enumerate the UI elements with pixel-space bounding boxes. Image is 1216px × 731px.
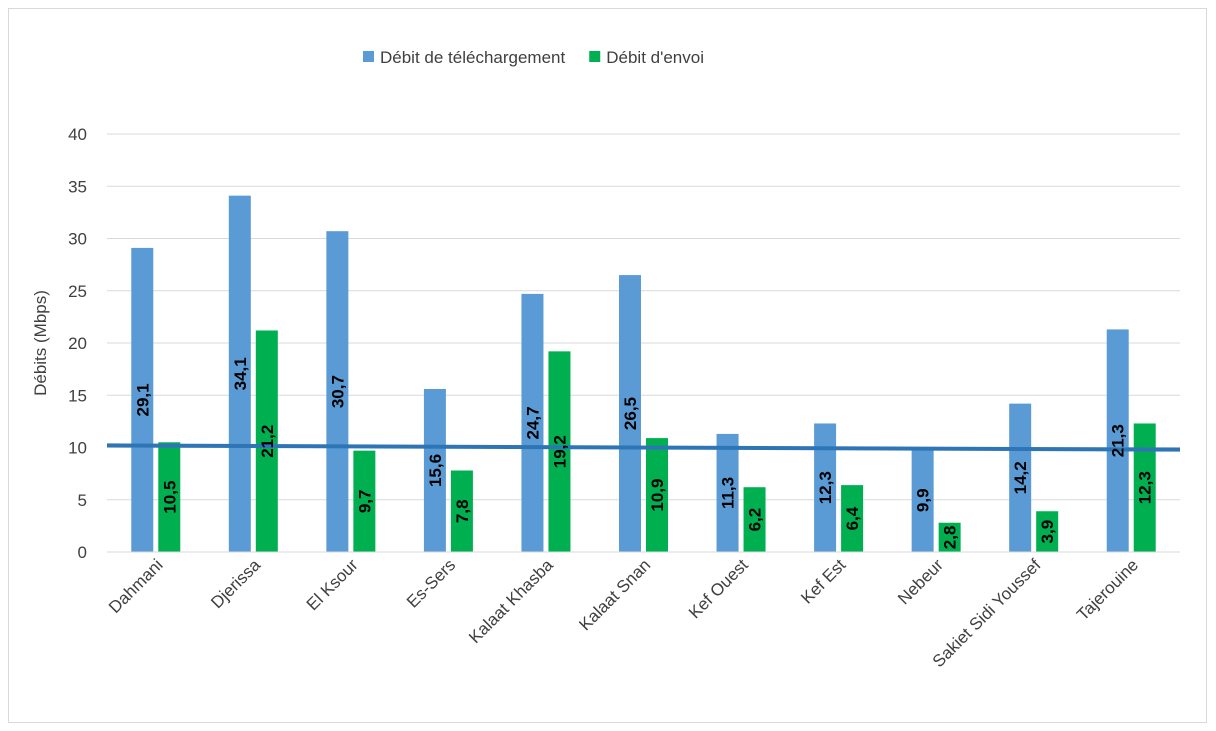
data-label: 34,1 bbox=[231, 357, 250, 390]
y-tick-label: 10 bbox=[68, 439, 87, 458]
download-bar bbox=[423, 388, 446, 552]
data-label: 12,3 bbox=[1136, 471, 1155, 504]
data-label: 26,5 bbox=[621, 397, 640, 430]
x-axis-labels: Dahmani Djerissa El Ksour Es-Sers Kalaat Kha… bbox=[105, 555, 1142, 671]
data-label: 6,2 bbox=[746, 508, 765, 532]
x-tick-label: Sakiet Sidi Youssef bbox=[929, 555, 1045, 671]
data-label: 11,3 bbox=[719, 477, 738, 509]
upload-bar bbox=[646, 438, 668, 552]
download-bar bbox=[619, 275, 641, 552]
y-axis-label: Débits (Mbps) bbox=[31, 290, 50, 396]
data-label: 10,9 bbox=[648, 479, 667, 512]
data-label: 24,7 bbox=[523, 406, 542, 439]
y-tick-label: 5 bbox=[78, 491, 87, 510]
legend-label: Débit d'envoi bbox=[606, 48, 704, 67]
download-bar bbox=[911, 448, 934, 552]
data-labels: 29,1 10,5 34,1 21,2 30,7 9,7 15,6 7,8 24,7 19,2 26… bbox=[133, 357, 1154, 549]
upload-bar bbox=[938, 522, 961, 552]
x-tick-label: Tajerouine bbox=[1073, 555, 1142, 624]
legend: Débit de téléchargement Débit d'envoi bbox=[363, 48, 704, 67]
upload-bar bbox=[548, 351, 571, 552]
y-tick-label: 25 bbox=[68, 282, 87, 301]
data-label: 12,3 bbox=[816, 471, 835, 504]
data-label: 19,2 bbox=[550, 435, 569, 468]
y-tick-label: 0 bbox=[78, 543, 87, 562]
upload-bar bbox=[841, 485, 864, 552]
x-tick-label: Kalaat Snan bbox=[575, 555, 654, 634]
download-bar bbox=[1106, 329, 1129, 552]
chart-frame bbox=[8, 8, 1207, 723]
data-label: 6,4 bbox=[843, 506, 862, 530]
y-tick-label: 20 bbox=[68, 334, 87, 353]
data-label: 29,1 bbox=[133, 383, 152, 416]
y-tick-label: 40 bbox=[68, 125, 87, 144]
data-label: 9,7 bbox=[355, 489, 374, 513]
data-label: 21,2 bbox=[258, 425, 277, 458]
data-label: 15,6 bbox=[426, 454, 445, 487]
x-tick-label: Kalaat Khasba bbox=[465, 555, 557, 647]
legend-label: Débit de téléchargement bbox=[380, 48, 566, 67]
x-tick-label: Kef Est bbox=[797, 555, 849, 607]
legend-swatch-upload bbox=[589, 51, 601, 62]
upload-bar bbox=[450, 470, 473, 552]
download-bar bbox=[228, 195, 251, 552]
upload-bar bbox=[158, 442, 181, 552]
data-label: 14,2 bbox=[1011, 461, 1030, 494]
reference-line bbox=[106, 443, 1181, 452]
data-label: 3,9 bbox=[1038, 520, 1057, 544]
data-label: 2,8 bbox=[941, 526, 960, 550]
upload-bar bbox=[1133, 423, 1156, 552]
upload-bar bbox=[353, 450, 376, 552]
upload-bar bbox=[255, 330, 278, 552]
x-tick-label: Nebeur bbox=[894, 555, 947, 608]
upload-bar bbox=[1036, 511, 1059, 552]
download-bar bbox=[521, 293, 544, 552]
upload-bar bbox=[743, 487, 766, 552]
data-label: 10,5 bbox=[160, 481, 179, 514]
download-bar bbox=[814, 423, 837, 552]
download-bar bbox=[326, 231, 349, 552]
data-label: 21,3 bbox=[1109, 424, 1128, 457]
data-label: 30,7 bbox=[328, 375, 347, 408]
download-bar bbox=[131, 247, 154, 552]
legend-swatch-download bbox=[363, 51, 374, 62]
x-tick-label: Dahmani bbox=[105, 555, 167, 617]
y-tick-label: 30 bbox=[68, 230, 87, 249]
y-tick-label: 15 bbox=[68, 386, 87, 405]
data-label: 9,9 bbox=[914, 488, 933, 512]
x-tick-label: Kef Ouest bbox=[685, 555, 752, 622]
y-axis-ticks: 0 5 10 15 20 25 30 35 40 bbox=[68, 125, 87, 562]
y-tick-label: 35 bbox=[68, 177, 87, 196]
bars bbox=[131, 195, 1156, 552]
download-bar bbox=[716, 433, 739, 552]
download-bar bbox=[1009, 403, 1032, 552]
x-tick-label: El Ksour bbox=[303, 555, 362, 614]
x-tick-label: Djerissa bbox=[207, 555, 264, 612]
data-label: 7,8 bbox=[453, 499, 472, 523]
x-tick-label: Es-Sers bbox=[403, 555, 459, 611]
